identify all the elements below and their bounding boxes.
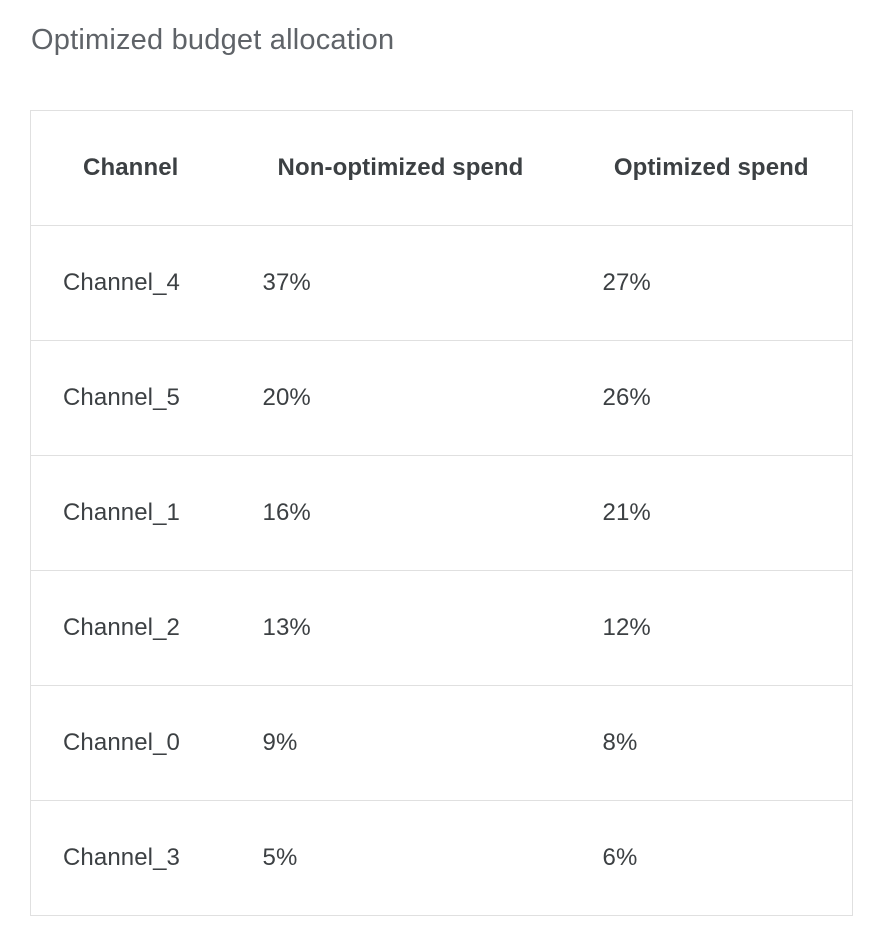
column-header-optimized-spend: Optimized spend	[570, 110, 853, 226]
channel-name-cell: Channel_0	[30, 685, 231, 801]
column-header-non-optimized-spend: Non-optimized spend	[230, 110, 571, 226]
optimized-spend-cell: 12%	[570, 570, 853, 686]
page-title: Optimized budget allocation	[31, 24, 395, 56]
optimized-spend-cell: 27%	[570, 225, 853, 341]
channel-name-cell: Channel_5	[30, 340, 231, 456]
table-row: Channel_3 5% 6%	[31, 801, 853, 916]
table-row: Channel_5 20% 26%	[30, 340, 853, 456]
table-header-row: Channel Non-optimized spend Optimized spen…	[30, 110, 853, 226]
optimized-spend-cell: 6%	[602, 844, 638, 871]
non-optimized-spend-cell: 16%	[230, 455, 571, 571]
optimized-spend-cell: 8%	[570, 685, 853, 801]
non-optimized-spend-cell: 37%	[230, 225, 571, 341]
table-row: Channel_4 37% 27%	[30, 225, 853, 341]
optimized-spend-cell: 21%	[570, 455, 853, 571]
budget-allocation-table: Channel Non-optimized spend Optimized spen…	[30, 110, 853, 916]
channel-name-cell: Channel_1	[30, 455, 231, 571]
table-row: Channel_2 13% 12%	[30, 570, 853, 686]
budget-allocation-table-container: Channel Non-optimized spend Optimized spen…	[30, 110, 853, 916]
non-optimized-spend-cell: 9%	[230, 685, 571, 801]
non-optimized-spend-cell: 5%	[262, 844, 298, 871]
table-row: Channel_0 9% 8%	[30, 685, 853, 801]
channel-name-cell: Channel_3	[63, 844, 180, 871]
non-optimized-spend-cell: 20%	[230, 340, 571, 456]
channel-name-cell: Channel_2	[30, 570, 231, 686]
table-row: Channel_1 16% 21%	[30, 455, 853, 571]
non-optimized-spend-cell: 13%	[230, 570, 571, 686]
optimized-spend-cell: 26%	[570, 340, 853, 456]
column-header-channel: Channel	[30, 110, 231, 226]
channel-name-cell: Channel_4	[30, 225, 231, 341]
